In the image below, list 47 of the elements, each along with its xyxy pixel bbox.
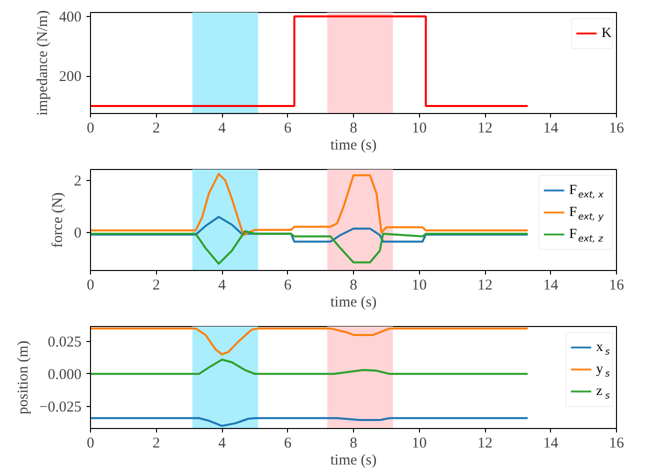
x-tick-label: 2: [152, 436, 160, 452]
x-tick-label: 6: [284, 278, 292, 294]
y-axis-title: impedance (N/m): [35, 10, 51, 116]
x-tick-label: 6: [284, 120, 292, 136]
x-tick-label: 16: [609, 120, 624, 136]
x-tick-label: 10: [412, 120, 427, 136]
line-series: [90, 417, 529, 427]
y-tick-label: 200: [59, 69, 82, 86]
y-axis-title: position (m): [15, 340, 32, 414]
x-tick-label: 2: [152, 278, 160, 294]
y-tick-label: 0: [74, 225, 82, 242]
x-tick-label: 14: [543, 120, 559, 136]
x-tick-label: 12: [478, 436, 492, 452]
x-tick-label: 2: [152, 120, 160, 136]
line-series: [90, 216, 529, 243]
x-tick-label: 0: [86, 278, 94, 294]
line-series: [90, 358, 529, 375]
line-series: [90, 172, 529, 236]
x-tick-label: 14: [543, 436, 559, 452]
x-tick-label: 4: [218, 436, 226, 452]
legend-label: K: [602, 26, 612, 41]
x-tick-label: 12: [478, 120, 492, 136]
y-tick-label: 0.000: [48, 366, 82, 383]
line-series: [90, 327, 529, 356]
x-tick-label: 12: [478, 278, 492, 294]
x-axis-title: time (s): [330, 138, 377, 154]
x-tick-label: 16: [609, 278, 624, 294]
y-tick-label: −0.025: [39, 399, 82, 416]
x-axis-title: time (s): [330, 452, 377, 468]
x-tick-label: 6: [284, 436, 292, 452]
y-axis-title: force (N): [50, 192, 66, 248]
y-tick-label: 0.025: [48, 334, 82, 350]
x-tick-label: 8: [350, 278, 358, 294]
x-tick-label: 0: [86, 120, 94, 136]
x-tick-label: 10: [412, 436, 427, 452]
x-tick-label: 4: [218, 120, 226, 136]
x-tick-label: 14: [543, 278, 559, 294]
x-axis-title: time (s): [330, 294, 377, 310]
x-tick-label: 4: [218, 278, 226, 294]
x-tick-label: 16: [609, 436, 624, 452]
x-tick-label: 10: [412, 278, 427, 294]
y-tick-label: 400: [59, 9, 82, 26]
y-tick-label: 2: [74, 173, 82, 190]
x-tick-label: 8: [350, 120, 358, 136]
line-series: [90, 230, 529, 265]
x-tick-label: 8: [350, 436, 358, 452]
x-tick-label: 0: [86, 436, 94, 452]
